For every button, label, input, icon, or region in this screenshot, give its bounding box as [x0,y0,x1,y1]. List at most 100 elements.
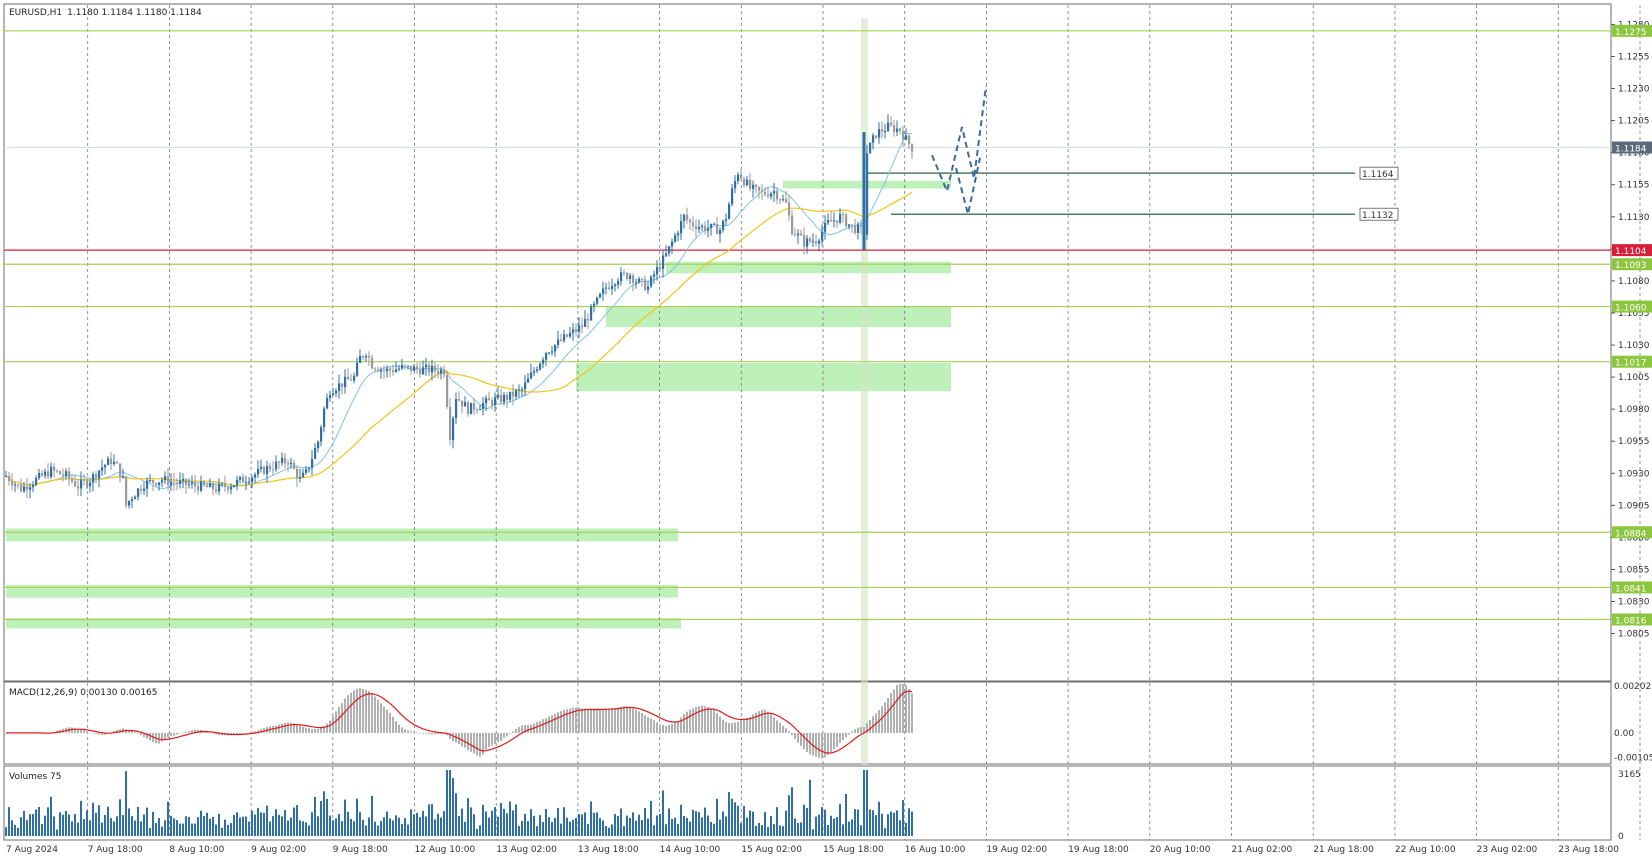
candle-body [152,480,155,484]
volume-bar [188,817,190,836]
candle-body [146,480,149,489]
macd-histogram-bar [83,729,85,733]
candle-body [254,474,257,478]
price-tag-1.0816 [1612,613,1652,626]
time-label-3: 9 Aug 02:00 [251,845,306,855]
time-label-17: 22 Aug 10:00 [1395,845,1456,855]
candle-body [812,241,815,243]
macd-histogram-bar [170,732,172,737]
volume-bar [476,828,478,836]
zones-layer [6,18,951,765]
volume-bar [872,810,874,836]
macd-histogram-bar [320,728,322,733]
candle-body [617,280,620,285]
volume-bar [176,820,178,836]
volume-panel-frame [3,765,1612,841]
macd-histogram-bar [755,712,757,733]
volume-bar [326,798,328,836]
candle-body [890,122,893,126]
volume-bar [224,819,226,836]
candle-body [221,483,224,485]
volume-bar [137,806,139,836]
volume-bar [572,819,574,836]
volume-bar [869,809,871,836]
candle-body [599,293,602,298]
time-label-0: 7 Aug 2024 [6,845,58,855]
macd-histogram-bar [632,708,634,733]
macd-histogram-bar [836,732,838,747]
volume-bar [434,819,436,836]
macd-histogram-bar [611,708,613,733]
macd-histogram-bar [239,732,241,735]
macd-histogram-bar [866,723,868,733]
candle-body [401,365,404,369]
volume-bar [566,817,568,836]
volume-bar [770,816,772,836]
macd-histogram-bar [743,719,745,733]
candle-body [467,402,470,415]
volume-bar [182,823,184,836]
main-panel-frame [3,3,1612,682]
macd-histogram-bar [731,722,733,733]
volume-bar [893,812,895,836]
volume-bar [635,820,637,836]
candle-body [371,357,374,369]
candle-body [20,484,23,492]
candle-body [818,240,821,244]
volume-bar [515,804,517,836]
candle-body [137,488,140,497]
volume-bar [599,818,601,836]
macd-histogram-bar [425,732,427,734]
macd-histogram-bar [395,721,397,733]
macd-histogram-bar [581,708,583,733]
volume-bar [521,821,523,836]
candle-body [164,476,167,481]
macd-histogram-bar [515,728,517,733]
volume-bar [332,820,334,836]
macd-histogram-bar [293,723,295,733]
candle-body [419,369,422,375]
candle-body [476,409,479,411]
time-label-18: 23 Aug 02:00 [1477,845,1538,855]
candle-body [38,472,41,478]
candle-body [248,481,251,483]
macd-histogram-bar [773,717,775,733]
macd-histogram-bar [764,709,766,733]
volume-bar [800,822,802,836]
macd-histogram-bar [413,732,415,733]
volume-bar [26,820,28,836]
candle-body [251,477,254,482]
volume-bar [128,808,130,836]
volume-bar [731,798,733,836]
volume-bar [695,811,697,836]
candle-body [224,483,227,487]
candle-body [515,390,518,397]
candle-body [674,235,677,242]
price-tick-label-1.0905: 1.0905 [1618,501,1650,511]
volume-bar [668,808,670,836]
macd-histogram-bar [896,685,898,733]
macd-histogram-bar [710,708,712,733]
macd-histogram-bar [677,720,679,733]
candle-body [479,409,482,411]
volume-bar [212,816,214,836]
volume-bar [860,825,862,836]
candle-body [458,398,461,401]
macd-histogram-bar [104,732,106,735]
volume-bar [101,822,103,836]
price-tag-1.1104 [1612,244,1652,257]
volume-bar [152,811,154,836]
candle-body [263,466,266,475]
volume-bar [812,829,814,836]
macd-histogram-bar [167,732,169,739]
volume-bar [857,809,859,836]
macd-histogram-bar [440,732,442,734]
candle-body [29,487,32,490]
volume-bar [557,807,559,836]
candle-body [860,224,863,227]
candle-body [404,365,407,367]
volume-bar [35,809,37,836]
macd-histogram-bar [245,732,247,734]
